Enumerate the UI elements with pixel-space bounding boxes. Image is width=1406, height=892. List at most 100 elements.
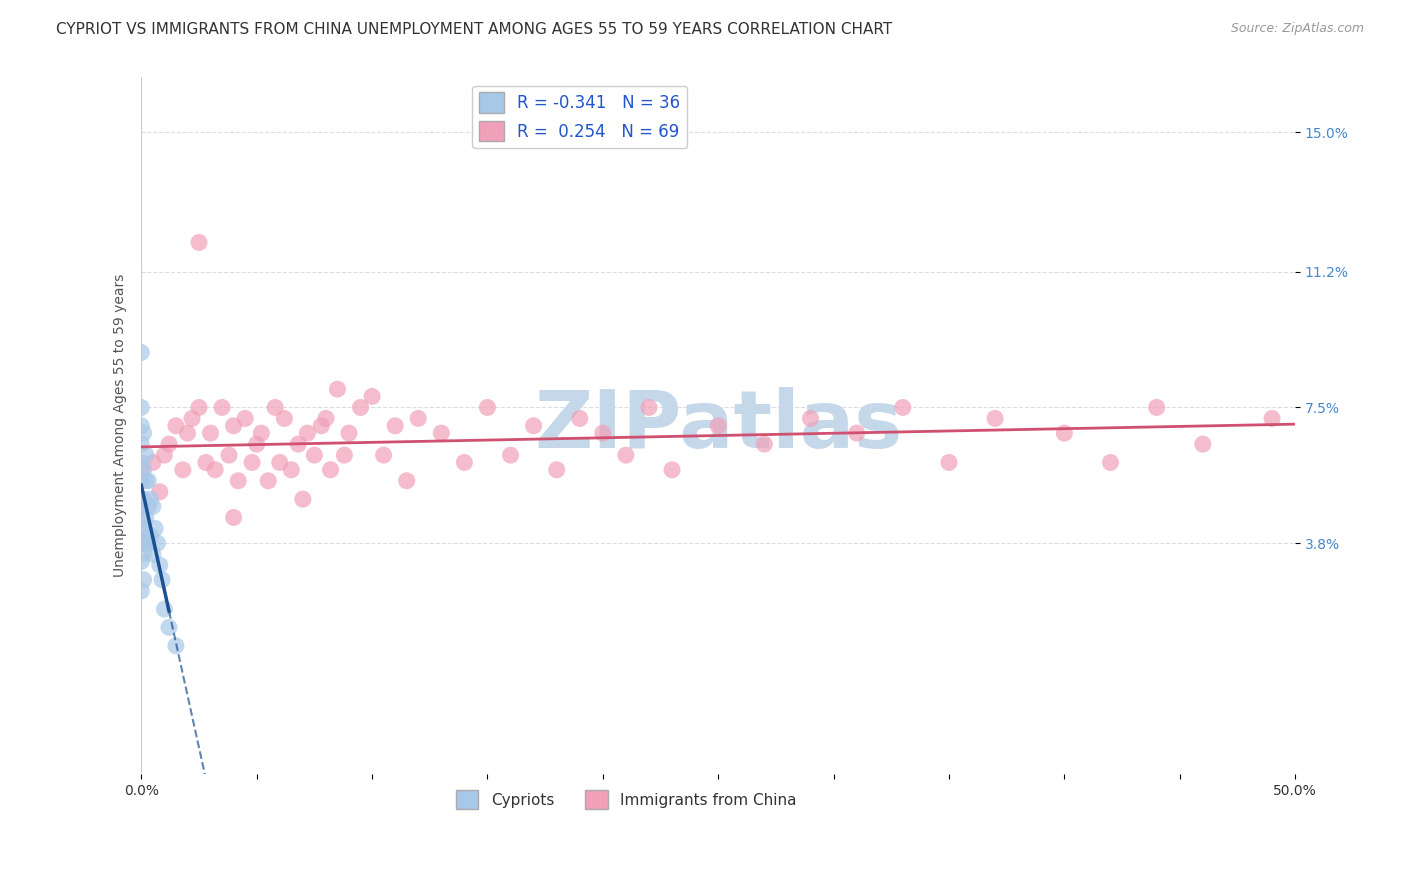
Point [153,448,176,462]
Point [136,536,159,550]
Point [132,547,155,561]
Point [132,426,155,441]
Point [799,411,821,425]
Y-axis label: Unemployment Among Ages 55 to 59 years: Unemployment Among Ages 55 to 59 years [114,274,128,577]
Point [136,474,159,488]
Point [135,448,157,462]
Point [349,401,371,415]
Point [222,418,245,433]
Point [1146,401,1168,415]
Point [131,455,153,469]
Point [136,500,159,514]
Point [181,411,204,425]
Point [257,474,280,488]
Point [188,235,211,250]
Point [165,639,187,653]
Point [269,455,291,469]
Point [135,510,157,524]
Point [337,426,360,441]
Point [845,426,868,441]
Point [204,463,226,477]
Point [153,602,176,616]
Point [131,492,153,507]
Point [139,529,162,543]
Point [226,474,249,488]
Point [194,455,217,469]
Point [319,463,342,477]
Point [1053,426,1076,441]
Point [273,411,295,425]
Point [304,448,326,462]
Point [384,418,406,433]
Point [546,463,568,477]
Point [131,521,153,535]
Point [477,401,499,415]
Point [938,455,960,469]
Point [131,500,153,514]
Point [142,455,165,469]
Point [568,411,591,425]
Point [361,389,384,403]
Point [592,426,614,441]
Point [1099,455,1122,469]
Point [1191,437,1213,451]
Point [131,418,153,433]
Point [211,401,233,415]
Point [297,426,319,441]
Point [131,536,153,550]
Point [326,382,349,396]
Point [246,437,269,451]
Point [523,418,546,433]
Point [233,411,256,425]
Text: Source: ZipAtlas.com: Source: ZipAtlas.com [1230,22,1364,36]
Point [157,620,180,634]
Point [131,510,153,524]
Point [250,426,273,441]
Point [333,448,356,462]
Point [264,401,287,415]
Point [984,411,1007,425]
Point [149,558,172,573]
Point [150,573,173,587]
Legend: Cypriots, Immigrants from China: Cypriots, Immigrants from China [450,784,803,815]
Point [132,573,155,587]
Point [280,463,302,477]
Point [395,474,418,488]
Point [891,401,914,415]
Point [131,583,153,598]
Text: ZIPatlas: ZIPatlas [534,387,903,465]
Point [315,411,337,425]
Text: CYPRIOT VS IMMIGRANTS FROM CHINA UNEMPLOYMENT AMONG AGES 55 TO 59 YEARS CORRELAT: CYPRIOT VS IMMIGRANTS FROM CHINA UNEMPLO… [56,22,893,37]
Point [218,448,240,462]
Point [131,463,153,477]
Point [707,418,730,433]
Point [135,536,157,550]
Point [131,437,153,451]
Point [139,492,162,507]
Point [311,418,333,433]
Point [1261,411,1284,425]
Point [131,536,153,550]
Point [287,437,309,451]
Point [188,401,211,415]
Point [131,401,153,415]
Point [614,448,637,462]
Point [149,484,172,499]
Point [143,521,166,535]
Point [430,426,453,441]
Point [240,455,263,469]
Point [172,463,194,477]
Point [132,492,155,507]
Point [200,426,222,441]
Point [131,474,153,488]
Point [661,463,683,477]
Point [754,437,776,451]
Point [638,401,661,415]
Point [142,547,165,561]
Point [222,510,245,524]
Point [131,345,153,359]
Point [165,418,187,433]
Point [146,536,169,550]
Point [132,463,155,477]
Point [291,492,314,507]
